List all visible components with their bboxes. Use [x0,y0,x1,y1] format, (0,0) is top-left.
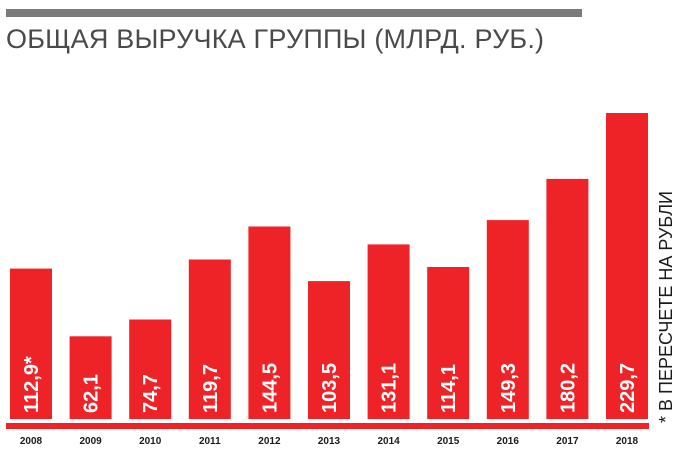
value-label-2018: 229,7 [617,363,639,413]
bar-2017 [546,178,589,419]
bar-2018 [606,113,648,419]
bar-2009 [69,336,112,419]
bar-2008 [10,268,52,419]
value-label-2017: 180,2 [557,363,579,413]
value-label-2009: 62,1 [81,374,103,413]
x-label-2008: 2008 [20,436,43,447]
value-label-2015: 114,1 [438,364,460,413]
x-label-2010: 2010 [139,436,162,447]
bars-group [10,113,648,419]
bar-2014 [367,244,410,419]
value-label-2012: 144,5 [259,363,281,413]
value-label-2013: 103,5 [319,363,341,413]
baseline-band [6,423,649,429]
chart-title: ОБЩАЯ ВЫРУЧКА ГРУППЫ (МЛРД. РУБ.) [6,24,545,54]
value-label-2011: 119,7 [200,364,222,413]
x-label-2018: 2018 [616,436,639,447]
x-label-2012: 2012 [258,436,281,447]
value-label-2016: 149,3 [498,363,520,413]
bar-2010 [129,319,172,419]
value-label-2008: 112,9* [21,356,43,413]
bar-2013 [308,281,350,419]
footnote: * В ПЕРЕСЧЕТЕ НА РУБЛИ [656,191,676,423]
x-label-2014: 2014 [377,436,400,447]
top-rule [6,9,582,17]
value-label-2014: 131,1 [379,363,401,413]
bar-2012 [248,226,291,419]
x-label-2011: 2011 [199,436,221,447]
bar-2011 [188,259,231,419]
bar-2016 [486,220,529,419]
bar-2015 [427,267,470,419]
x-labels-group: 2008 2009 2010 2011 2012 2013 2014 2015 2016 2017… [20,436,639,447]
x-label-2017: 2017 [556,436,579,447]
x-label-2013: 2013 [318,436,341,447]
x-label-2015: 2015 [437,436,460,447]
x-label-2009: 2009 [79,436,102,447]
x-label-2016: 2016 [497,436,520,447]
value-label-2010: 74,7 [140,374,162,413]
value-labels-group: 112,9* 62,1 74,7 119,7 144,5 103,5 131,1 114,1 1… [21,356,639,413]
